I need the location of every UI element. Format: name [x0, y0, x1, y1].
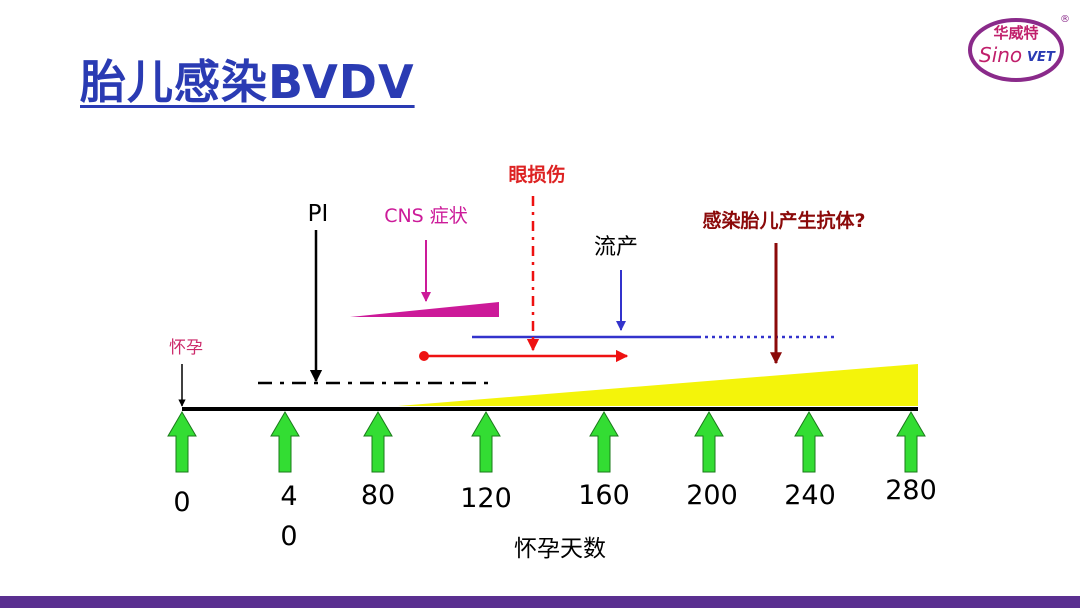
logo-en-left: Sino [979, 43, 1022, 67]
abortion-label: 流产 [594, 235, 638, 260]
sinovet-logo: 华威特 Sino VET ® [968, 14, 1070, 82]
tick-label-200: 200 [686, 480, 738, 511]
cns-wedge [350, 302, 499, 317]
tick-arrow-40 [270, 411, 300, 473]
antibody-label: 感染胎儿产生抗体? [702, 209, 865, 232]
logo-cn-text: 华威特 [993, 24, 1038, 42]
tick-arrow-80 [363, 411, 393, 473]
tick-arrow-240 [794, 411, 824, 473]
cns-label: CNS 症状 [384, 205, 468, 227]
logo-ring [968, 18, 1064, 82]
eye-damage-label: 眼损伤 [508, 163, 565, 186]
pi-label: PI [308, 201, 329, 227]
tick-arrow-0 [167, 411, 197, 473]
tick-arrow-200 [694, 411, 724, 473]
tick-label-40: 4 [280, 481, 297, 512]
tick-label-40-second-line: 0 [280, 521, 297, 552]
tick-label-280: 280 [885, 475, 937, 506]
tick-arrow-120 [471, 411, 501, 473]
axis-title: 怀孕天数 [514, 536, 606, 562]
tick-arrow-280 [896, 411, 926, 473]
tick-label-120: 120 [460, 483, 512, 514]
logo-en-right: VET [1027, 50, 1056, 65]
tick-label-160: 160 [578, 480, 630, 511]
tick-arrows [167, 411, 926, 473]
tick-label-0: 0 [173, 487, 190, 518]
bottom-bar [0, 596, 1080, 608]
pregnancy-label: 怀孕 [169, 338, 203, 358]
logo-registered-mark: ® [1060, 14, 1070, 25]
antibody-wedge [398, 364, 918, 406]
tick-arrow-160 [589, 411, 619, 473]
tick-label-240: 240 [784, 480, 836, 511]
slide-title: 胎儿感染BVDV [80, 55, 415, 109]
tick-labels: 0 4 0 80 120 160 200 240 280 [173, 475, 936, 552]
tick-label-80: 80 [361, 480, 395, 511]
